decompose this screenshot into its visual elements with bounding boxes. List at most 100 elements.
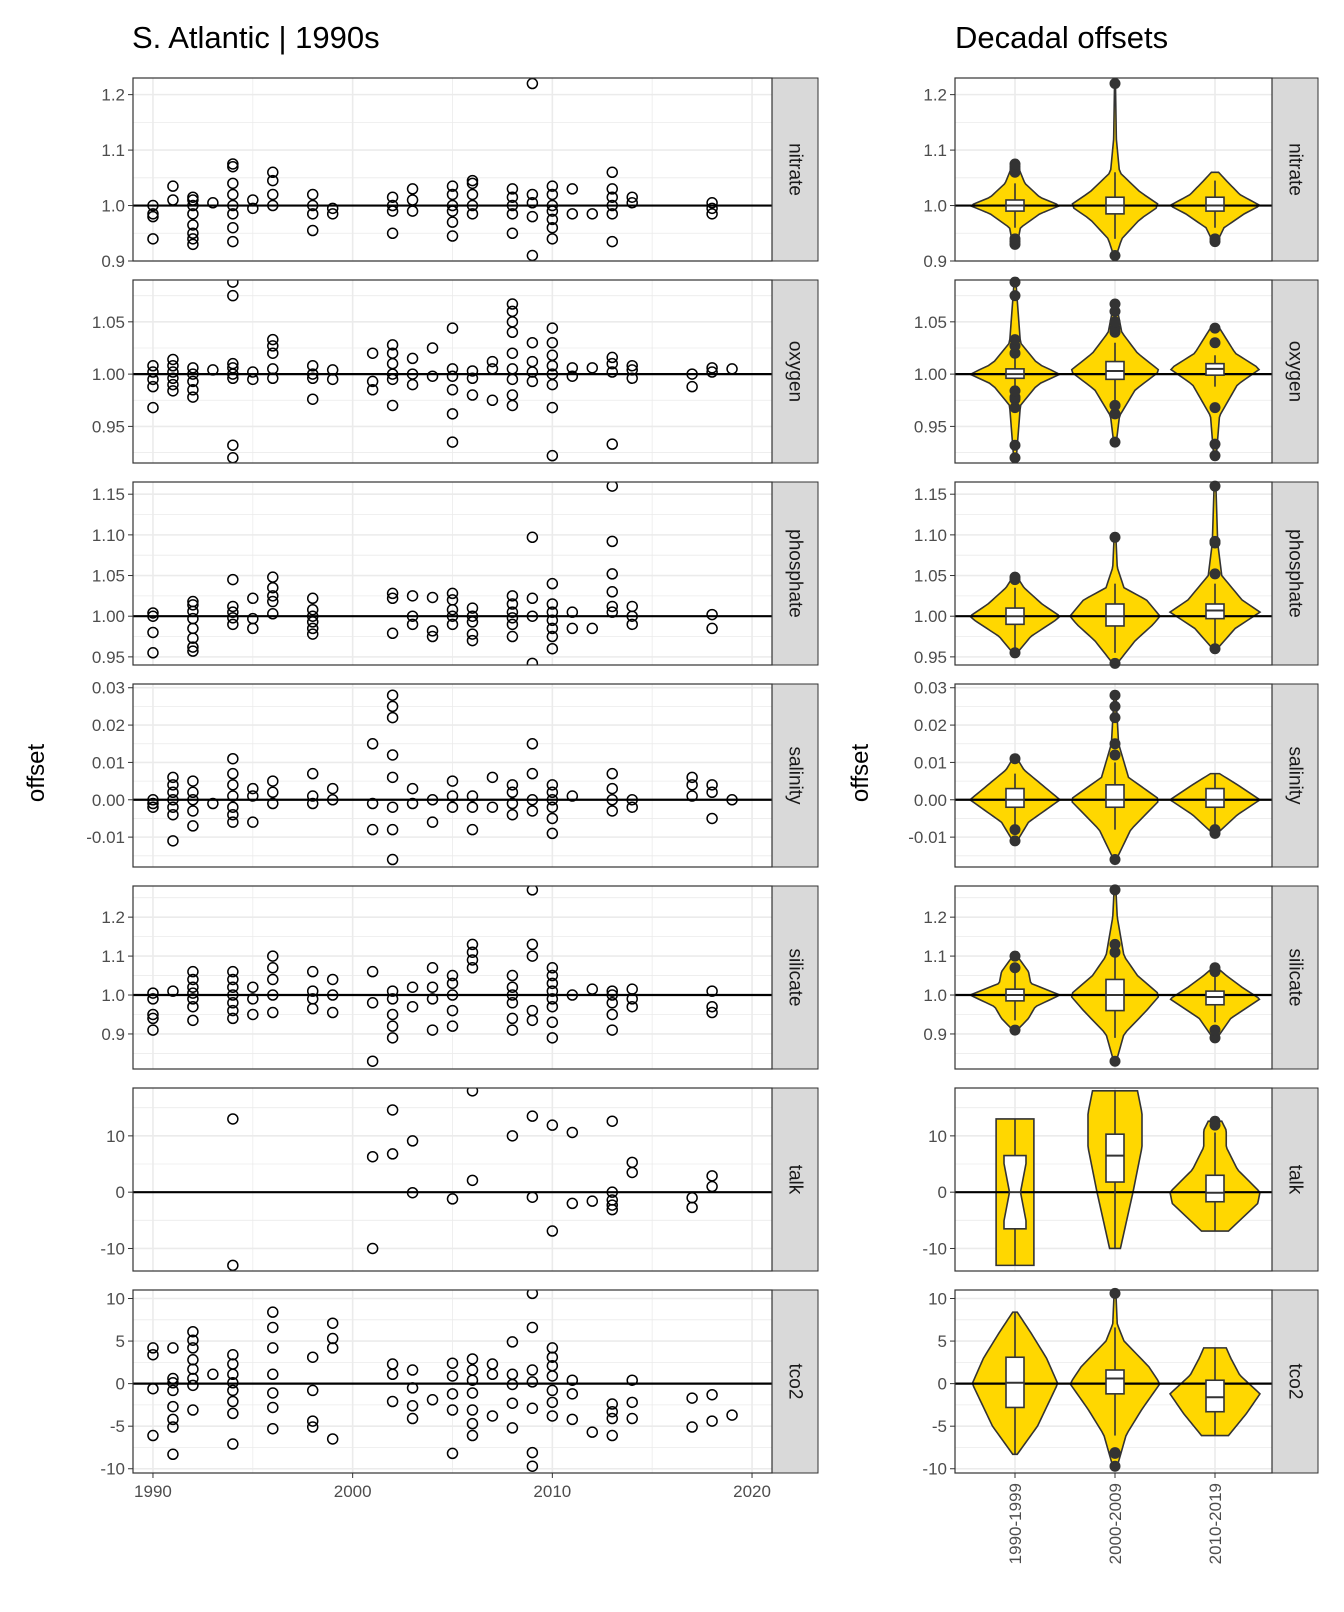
data-point bbox=[167, 372, 179, 385]
data-point bbox=[466, 946, 479, 958]
data-point bbox=[187, 612, 199, 625]
data-point bbox=[606, 606, 618, 618]
data-point bbox=[187, 238, 199, 251]
data-point bbox=[147, 610, 159, 622]
data-point bbox=[466, 1364, 479, 1376]
data-point bbox=[566, 790, 579, 802]
data-point bbox=[187, 362, 199, 374]
data-point bbox=[546, 827, 559, 840]
data-point bbox=[187, 233, 199, 245]
data-point bbox=[546, 205, 559, 217]
data-point bbox=[606, 767, 618, 780]
data-point bbox=[406, 782, 419, 795]
data-point bbox=[546, 1032, 559, 1044]
data-point bbox=[267, 775, 279, 787]
data-point bbox=[227, 439, 239, 451]
y-tick-label: 1.00 bbox=[914, 365, 947, 384]
facet-strip-label: talk bbox=[1285, 1165, 1306, 1195]
data-point bbox=[706, 1000, 718, 1013]
y-tick-label: -5 bbox=[110, 1417, 125, 1436]
data-point bbox=[606, 438, 618, 450]
y-tick-label: 1.2 bbox=[923, 908, 947, 927]
data-point bbox=[606, 782, 618, 795]
data-point bbox=[187, 219, 199, 231]
data-point bbox=[167, 786, 179, 799]
outlier-point bbox=[1009, 1024, 1021, 1036]
data-point bbox=[366, 965, 379, 978]
data-point bbox=[506, 1368, 519, 1381]
data-point bbox=[526, 1402, 539, 1415]
data-point bbox=[406, 1135, 419, 1147]
data-point bbox=[386, 749, 399, 761]
data-point bbox=[267, 797, 279, 810]
data-point bbox=[247, 782, 259, 795]
data-point bbox=[326, 202, 339, 215]
data-point bbox=[187, 1342, 199, 1354]
data-point bbox=[706, 622, 718, 635]
facet-strip bbox=[1271, 279, 1319, 464]
boxplot-box bbox=[1105, 603, 1125, 627]
data-point bbox=[506, 399, 519, 412]
data-point bbox=[426, 794, 439, 806]
data-point bbox=[227, 199, 239, 212]
data-point bbox=[207, 797, 219, 810]
data-point bbox=[227, 752, 239, 765]
data-point bbox=[227, 808, 239, 821]
data-point bbox=[267, 1368, 279, 1381]
scatter-points bbox=[147, 78, 718, 261]
data-point bbox=[606, 989, 618, 1001]
data-point bbox=[466, 938, 479, 951]
outlier-point bbox=[1109, 1447, 1121, 1459]
data-point bbox=[386, 985, 399, 997]
data-point bbox=[386, 627, 399, 640]
y-tick-label: 10 bbox=[106, 1290, 125, 1309]
data-point bbox=[586, 208, 599, 220]
data-point bbox=[586, 362, 599, 374]
facet-strip bbox=[771, 1289, 819, 1474]
data-point bbox=[386, 1008, 399, 1021]
data-point bbox=[446, 408, 459, 420]
right-chart-title: Decadal offsets bbox=[955, 20, 1169, 55]
data-point bbox=[386, 700, 399, 713]
data-point bbox=[446, 618, 459, 631]
data-point bbox=[686, 380, 698, 393]
category-tick-label: 1990-1999 bbox=[1006, 1483, 1025, 1564]
data-point bbox=[486, 771, 499, 784]
data-point bbox=[187, 199, 199, 212]
data-point bbox=[386, 1358, 399, 1370]
outlier-point bbox=[1109, 408, 1121, 420]
data-point bbox=[247, 816, 259, 828]
data-point bbox=[686, 779, 698, 791]
data-point bbox=[267, 1006, 279, 1019]
data-point bbox=[446, 790, 459, 802]
data-point bbox=[526, 1290, 539, 1300]
data-point bbox=[306, 199, 319, 212]
data-point bbox=[626, 1166, 638, 1179]
left-panel-nitrate: 0.9 1.0 1.1 1.2 nitrate bbox=[101, 77, 819, 271]
data-point bbox=[446, 587, 459, 600]
data-point bbox=[306, 224, 319, 237]
data-point bbox=[446, 1193, 459, 1205]
data-point bbox=[227, 618, 239, 631]
data-point bbox=[267, 1321, 279, 1334]
y-tick-label: 1.0 bbox=[923, 197, 947, 216]
data-point bbox=[466, 174, 479, 187]
outlier-point bbox=[1109, 712, 1121, 724]
data-point bbox=[227, 997, 239, 1009]
data-point bbox=[546, 993, 559, 1005]
data-point bbox=[247, 202, 259, 215]
panel-border bbox=[132, 77, 773, 262]
data-point bbox=[227, 177, 239, 190]
data-point bbox=[466, 962, 479, 974]
data-point bbox=[626, 801, 638, 813]
outlier-point bbox=[1109, 531, 1121, 543]
data-point bbox=[446, 188, 459, 201]
data-point bbox=[506, 227, 519, 240]
data-point bbox=[227, 973, 239, 986]
data-point bbox=[267, 950, 279, 962]
data-point bbox=[247, 981, 259, 993]
data-point bbox=[546, 614, 559, 627]
data-point bbox=[466, 1088, 479, 1097]
left-panel-phosphate: 0.95 1.00 1.05 1.10 1.15 phosphate bbox=[92, 481, 819, 667]
data-point bbox=[227, 790, 239, 802]
